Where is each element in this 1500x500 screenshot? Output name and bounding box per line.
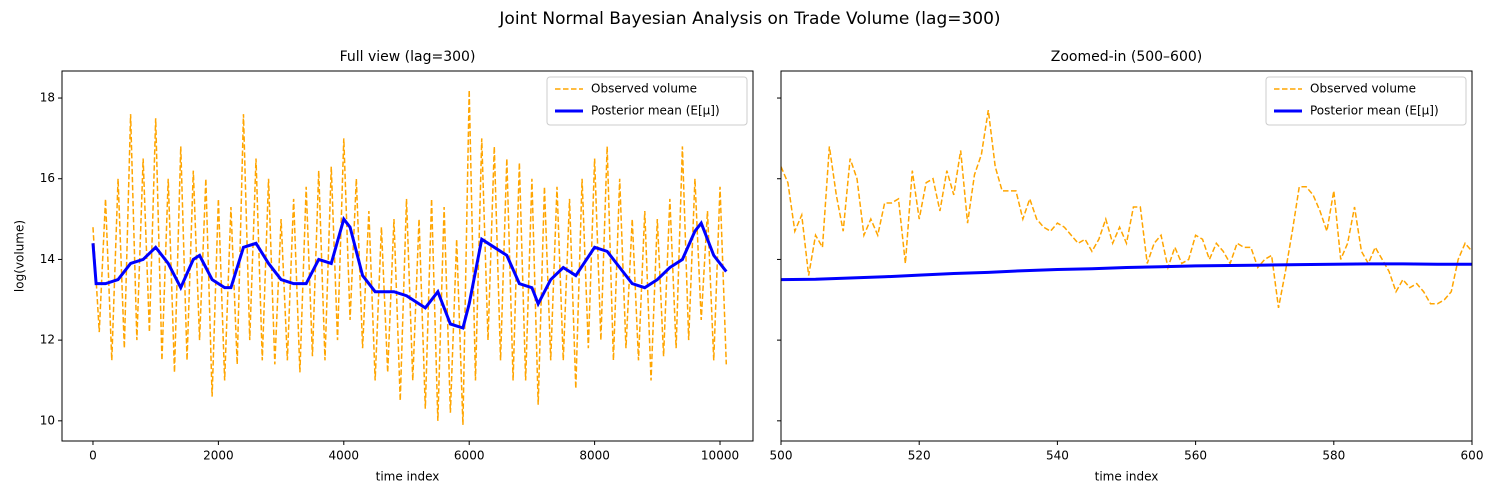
x-tick-label: 4000 — [329, 449, 360, 463]
y-axis-label: log(volume) — [13, 220, 27, 292]
x-tick-label: 540 — [1046, 449, 1069, 463]
legend-label: Observed volume — [1310, 82, 1416, 96]
x-axis-label: time index — [1095, 470, 1159, 484]
plot-area — [781, 110, 1472, 308]
x-tick-label: 6000 — [454, 449, 485, 463]
series-line — [92, 89, 728, 425]
legend-label: Posterior mean (E[μ]) — [591, 104, 720, 118]
legend-label: Observed volume — [591, 82, 697, 96]
figure-title: Joint Normal Bayesian Analysis on Trade … — [498, 9, 1000, 29]
legend-box — [546, 76, 748, 126]
axes-title: Zoomed-in (500–600) — [1051, 49, 1203, 65]
x-tick-label: 580 — [1322, 449, 1345, 463]
y-tick-label: 18 — [40, 91, 55, 105]
legend-box — [1265, 76, 1467, 126]
x-tick-label: 0 — [89, 449, 97, 463]
plot-area — [91, 89, 728, 425]
x-tick-label: 10000 — [701, 449, 739, 463]
x-tick-label: 8000 — [579, 449, 610, 463]
series-line — [91, 215, 728, 330]
axes-frame — [780, 70, 1473, 442]
x-tick-label: 600 — [1461, 449, 1484, 463]
x-tick-label: 500 — [770, 449, 793, 463]
axes-title: Full view (lag=300) — [340, 49, 476, 65]
legend: Observed volume Posterior mean (E[μ]) — [546, 76, 748, 126]
y-tick-label: 16 — [40, 171, 55, 185]
y-tick-label: 14 — [40, 252, 55, 266]
y-tick-label: 12 — [40, 333, 55, 347]
x-tick-label: 2000 — [203, 449, 234, 463]
series-line — [781, 110, 1472, 308]
legend: Observed volume Posterior mean (E[μ]) — [1265, 76, 1467, 126]
y-tick-label: 10 — [40, 413, 55, 427]
x-axis-label: time index — [376, 470, 440, 484]
series-line — [781, 262, 1472, 282]
x-tick-label: 560 — [1184, 449, 1207, 463]
x-tick-label: 520 — [908, 449, 931, 463]
axes-frame — [61, 70, 754, 442]
legend-label: Posterior mean (E[μ]) — [1310, 104, 1439, 118]
